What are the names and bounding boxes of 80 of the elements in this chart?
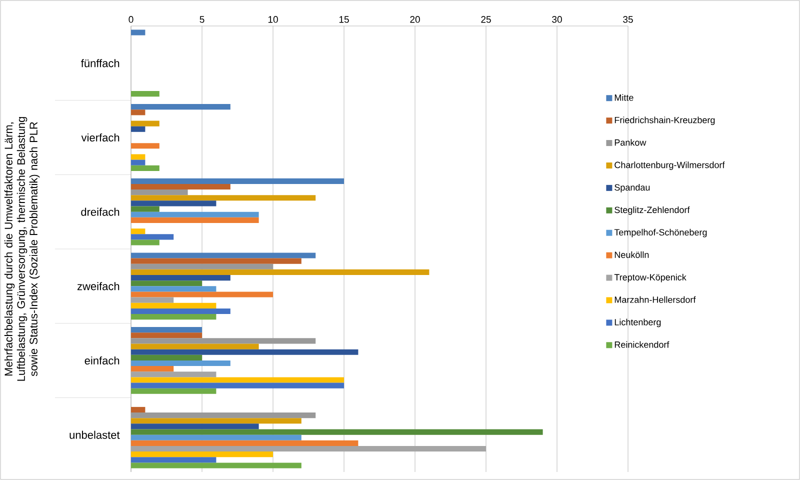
bar xyxy=(131,280,202,286)
bar xyxy=(131,190,188,196)
bar xyxy=(131,412,316,418)
bar xyxy=(131,184,230,190)
bar xyxy=(131,286,216,292)
bar xyxy=(131,252,316,258)
legend-label: Reinickendorf xyxy=(614,341,670,348)
bar xyxy=(131,160,146,166)
bar xyxy=(131,366,174,372)
bar xyxy=(131,240,160,246)
bar xyxy=(131,195,316,201)
bar xyxy=(131,388,216,394)
bar xyxy=(131,200,216,206)
bar xyxy=(131,434,302,440)
bar xyxy=(131,332,202,338)
y-tick-label: dreifach xyxy=(81,208,120,216)
bar xyxy=(131,91,160,97)
legend-label: Pankow xyxy=(614,139,646,146)
x-tick-label: 10 xyxy=(268,16,278,23)
bar xyxy=(131,308,230,314)
bar xyxy=(131,264,274,270)
bar xyxy=(131,292,274,298)
y-tick-label: vierfach xyxy=(81,133,120,142)
bar xyxy=(131,349,358,355)
y-tick-label: unbelastet xyxy=(70,430,120,439)
bar xyxy=(131,154,146,160)
bar xyxy=(131,338,316,344)
bar xyxy=(131,104,230,110)
bar xyxy=(131,462,302,468)
legend-label: Marzahn-Hellersdorf xyxy=(614,296,696,303)
bar xyxy=(131,275,230,281)
bar xyxy=(131,126,146,132)
bar xyxy=(131,327,202,333)
bar xyxy=(131,258,302,264)
bar xyxy=(131,418,302,424)
legend-label: Charlottenburg-Wilmersdorf xyxy=(614,162,725,170)
bar xyxy=(131,344,259,350)
bar xyxy=(131,165,160,171)
bar xyxy=(131,377,344,383)
bar xyxy=(131,302,216,308)
x-tick-label: 25 xyxy=(481,16,491,23)
legend-label: Neukölln xyxy=(614,251,649,258)
legend-label: Steglitz-Zehlendorf xyxy=(614,206,690,215)
legend-label: Tempelhof-Schöneberg xyxy=(614,228,707,238)
bar xyxy=(131,143,160,149)
legend-label: Mitte xyxy=(614,94,634,101)
bar xyxy=(131,234,174,240)
x-tick-label: 35 xyxy=(623,16,633,23)
bar xyxy=(131,206,160,212)
legend-label: Friedrichshain-Kreuzberg xyxy=(614,116,715,126)
x-tick-label: 5 xyxy=(200,16,204,23)
legend-label: Treptow-Köpenick xyxy=(614,274,686,282)
bar xyxy=(131,212,259,218)
x-tick-label: 0 xyxy=(128,16,134,23)
bar xyxy=(131,314,216,320)
y-tick-label: zweifach xyxy=(77,282,120,290)
legend-label: Lichtenberg xyxy=(614,318,661,328)
bar xyxy=(131,440,358,446)
bar xyxy=(131,178,344,184)
bar xyxy=(131,429,543,435)
bar xyxy=(131,457,216,463)
bar xyxy=(131,217,259,223)
bar xyxy=(131,406,146,413)
bar xyxy=(131,382,344,388)
x-tick-label: 30 xyxy=(552,16,562,23)
bar xyxy=(131,228,146,234)
bar xyxy=(131,354,202,360)
bar xyxy=(131,424,259,430)
bar xyxy=(131,269,430,276)
bar xyxy=(131,110,146,116)
legend-label: Spandau xyxy=(614,184,650,192)
bar xyxy=(131,360,230,366)
bar xyxy=(131,452,274,458)
y-tick-label: fünffach xyxy=(81,59,120,68)
x-tick-label: 15 xyxy=(339,16,349,23)
bar xyxy=(131,120,160,126)
x-tick-label: 20 xyxy=(410,16,420,23)
bar xyxy=(131,30,146,36)
y-tick-label: einfach xyxy=(84,356,120,365)
y-axis-title: Mehrfachbelastung durch die Umweltfaktoren Lärm, Luftbelastung, Grünversorgung, thermische Belastung sowie Status-Index (Soziale Problematik) nach PLR xyxy=(4,117,40,381)
